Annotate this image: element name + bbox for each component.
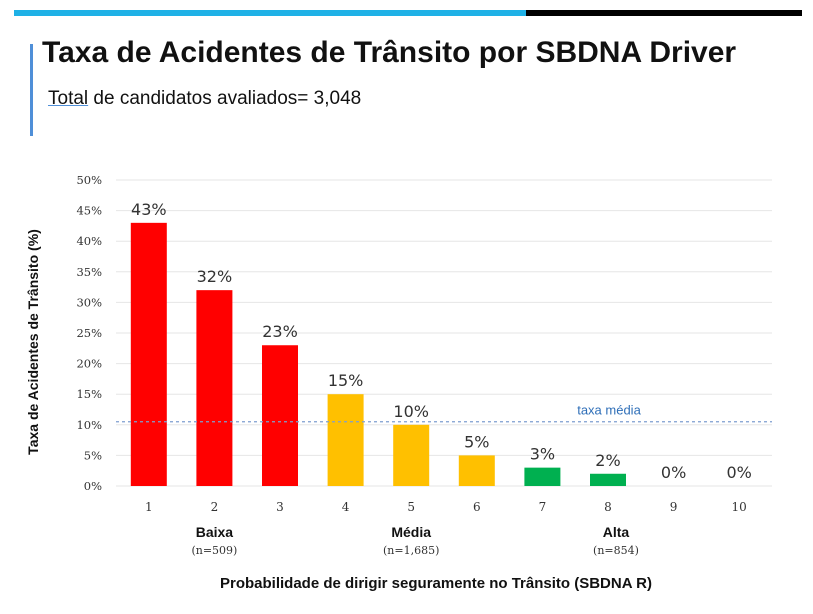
y-axis-title: Taxa de Acidentes de Trânsito (%) (25, 229, 41, 455)
y-tick-label: 40% (76, 234, 102, 248)
y-axis-ticks: 0% 5% 10% 15% 20% 25% 30% 35% 40% 45% 50% (76, 173, 102, 493)
average-line-label: taxa média (577, 403, 641, 418)
bar (262, 345, 298, 486)
y-tick-label: 25% (76, 326, 102, 340)
x-axis-ticks: 1 2 3 4 5 6 7 8 9 10 (145, 500, 747, 514)
data-label: 32% (197, 267, 233, 286)
x-tick-label: 7 (539, 500, 547, 514)
x-tick-label: 5 (407, 500, 415, 514)
data-labels-layer: 43% 32% 23% 15% 10% 5% 3% 2% 0% 0% (131, 200, 752, 482)
bar (524, 467, 561, 486)
data-label: 5% (464, 432, 489, 451)
x-axis-title: Probabilidade de dirigir seguramente no … (220, 575, 652, 592)
bar (196, 290, 233, 486)
y-tick-label: 45% (76, 204, 102, 218)
group-label: Média (391, 524, 431, 540)
top-accent-bar-blue (14, 10, 526, 16)
data-label: 15% (328, 371, 364, 390)
data-label: 10% (393, 402, 429, 421)
data-label: 0% (661, 463, 686, 482)
data-label: 0% (727, 463, 752, 482)
bar (130, 222, 167, 486)
bar (590, 473, 626, 486)
bar (327, 394, 364, 486)
data-label: 43% (131, 200, 167, 219)
group-count-label: (n=854) (593, 544, 639, 557)
group-label: Alta (603, 524, 630, 540)
x-tick-label: 4 (342, 500, 350, 514)
average-line-layer: taxa média (116, 403, 772, 423)
y-tick-label: 35% (76, 265, 102, 279)
subtitle-rest: de candidatos avaliados= 3,048 (88, 88, 362, 109)
x-tick-label: 6 (473, 500, 481, 514)
data-label: 2% (595, 451, 620, 470)
y-tick-label: 15% (76, 387, 102, 401)
top-accent-bar-black (526, 10, 802, 16)
group-label: Baixa (196, 524, 234, 540)
y-tick-label: 5% (84, 448, 102, 462)
group-count-label: (n=509) (191, 544, 237, 557)
y-tick-label: 50% (76, 173, 102, 187)
y-tick-label: 20% (76, 357, 102, 371)
x-tick-label: 8 (604, 500, 612, 514)
data-label: 3% (530, 445, 555, 464)
x-tick-label: 2 (211, 500, 219, 514)
title-accent-bar (30, 44, 33, 136)
data-label: 23% (262, 322, 298, 341)
x-tick-label: 10 (732, 500, 747, 514)
bar (393, 424, 430, 486)
subtitle-total-word: Total (48, 88, 89, 109)
page-title: Taxa de Acidentes de Trânsito por SBDNA … (42, 36, 737, 69)
y-tick-label: 30% (76, 295, 102, 309)
bars-layer (130, 222, 626, 486)
x-tick-label: 9 (670, 500, 678, 514)
x-tick-label: 1 (145, 500, 153, 514)
page-subtitle: Total de candidatos avaliados= 3,048 (48, 88, 361, 110)
y-tick-label: 10% (76, 418, 102, 432)
group-labels-layer: Baixa (n=509) Média (n=1,685) Alta (n=854) (191, 524, 638, 557)
group-count-label: (n=1,685) (383, 544, 439, 557)
x-tick-label: 3 (276, 500, 284, 514)
y-tick-label: 0% (84, 479, 102, 493)
bar (458, 455, 495, 486)
top-accent-bar (14, 10, 802, 16)
